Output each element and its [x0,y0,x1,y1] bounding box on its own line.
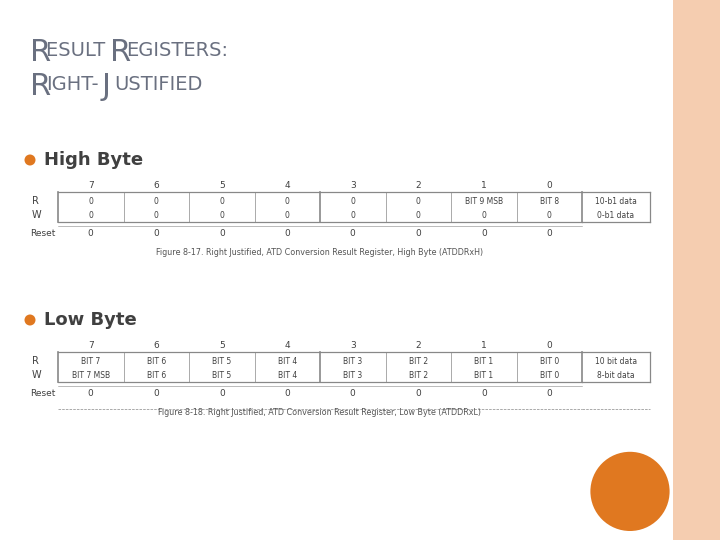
Text: BIT 0: BIT 0 [539,356,559,366]
Text: 1: 1 [481,341,487,350]
Text: R: R [32,196,39,206]
Text: BIT 2: BIT 2 [409,370,428,380]
Text: 5: 5 [219,341,225,350]
Text: 7: 7 [88,181,94,191]
Text: 0: 0 [546,389,552,399]
Text: BIT 2: BIT 2 [409,356,428,366]
Text: 0: 0 [153,389,159,399]
Text: R: R [110,38,131,67]
Text: 0: 0 [481,230,487,239]
Circle shape [24,314,35,326]
Text: 5: 5 [219,181,225,191]
Text: 0: 0 [546,211,552,219]
Text: ESULT: ESULT [46,41,112,60]
Text: 0: 0 [481,211,486,219]
Text: Reset: Reset [30,389,55,399]
Text: 0: 0 [350,230,356,239]
Text: 0: 0 [546,230,552,239]
Text: BIT 6: BIT 6 [147,370,166,380]
Text: 0: 0 [154,211,158,219]
Text: BIT 1: BIT 1 [474,370,493,380]
Circle shape [24,154,35,165]
Text: 0: 0 [481,389,487,399]
Circle shape [590,452,670,531]
Text: Figure 8-17. Right Justified, ATD Conversion Result Register, High Byte (ATDDRxH: Figure 8-17. Right Justified, ATD Conver… [156,248,484,257]
Text: BIT 9 MSB: BIT 9 MSB [464,197,503,206]
Text: BIT 4: BIT 4 [278,370,297,380]
Text: W: W [32,210,42,220]
Text: 0: 0 [415,230,421,239]
Text: 3: 3 [350,181,356,191]
Text: BIT 1: BIT 1 [474,356,493,366]
Text: 0: 0 [415,389,421,399]
Text: 0: 0 [351,197,355,206]
Text: 0: 0 [220,197,224,206]
Text: High Byte: High Byte [44,151,143,169]
Text: Low Byte: Low Byte [44,311,137,329]
Text: 2: 2 [415,341,421,350]
Text: 4: 4 [284,341,290,350]
Text: 2: 2 [415,181,421,191]
Text: 0: 0 [219,230,225,239]
Text: BIT 5: BIT 5 [212,356,231,366]
Text: 1: 1 [481,181,487,191]
Text: 0: 0 [350,389,356,399]
Text: 0: 0 [351,211,355,219]
Text: 0: 0 [284,230,290,239]
Text: BIT 3: BIT 3 [343,356,362,366]
Text: BIT 3: BIT 3 [343,370,362,380]
Text: BIT 0: BIT 0 [539,370,559,380]
Text: USTIFIED: USTIFIED [114,75,202,94]
Text: 6: 6 [153,181,159,191]
Text: IGHT-: IGHT- [46,75,99,94]
Text: 0: 0 [220,211,224,219]
Text: 0-b1 data: 0-b1 data [598,211,634,219]
Text: W: W [32,370,42,380]
Text: 0: 0 [284,389,290,399]
Text: 0: 0 [88,389,94,399]
Text: BIT 6: BIT 6 [147,356,166,366]
Text: BIT 7: BIT 7 [81,356,100,366]
Text: 0: 0 [546,341,552,350]
Text: 0: 0 [416,197,420,206]
Text: 0: 0 [285,197,289,206]
Text: BIT 5: BIT 5 [212,370,231,380]
Text: BIT 8: BIT 8 [540,197,559,206]
Text: BIT 4: BIT 4 [278,356,297,366]
Text: Reset: Reset [30,230,55,239]
Text: J: J [102,72,111,101]
Text: 0: 0 [416,211,420,219]
Text: R: R [32,356,39,366]
Text: 0: 0 [219,389,225,399]
Text: 0: 0 [546,181,552,191]
Text: Figure 8-18. Right Justified, ATD Conversion Result Register, Low Byte (ATDDRxL): Figure 8-18. Right Justified, ATD Conver… [158,408,482,417]
Text: 7: 7 [88,341,94,350]
Text: 8-bit data: 8-bit data [597,370,635,380]
Text: 3: 3 [350,341,356,350]
Text: EGISTERS:: EGISTERS: [126,41,228,60]
Text: 0: 0 [89,211,93,219]
Text: 0: 0 [285,211,289,219]
Text: 0: 0 [153,230,159,239]
Text: 10 bit data: 10 bit data [595,356,637,366]
Text: 0: 0 [88,230,94,239]
Bar [673,0,720,540]
Text: R: R [30,38,51,67]
Text: BIT 7 MSB: BIT 7 MSB [72,370,110,380]
Text: 6: 6 [153,341,159,350]
Text: R: R [30,72,51,101]
Text: 0: 0 [89,197,93,206]
Text: 10-b1 data: 10-b1 data [595,197,637,206]
Text: 4: 4 [284,181,290,191]
Text: 0: 0 [154,197,158,206]
